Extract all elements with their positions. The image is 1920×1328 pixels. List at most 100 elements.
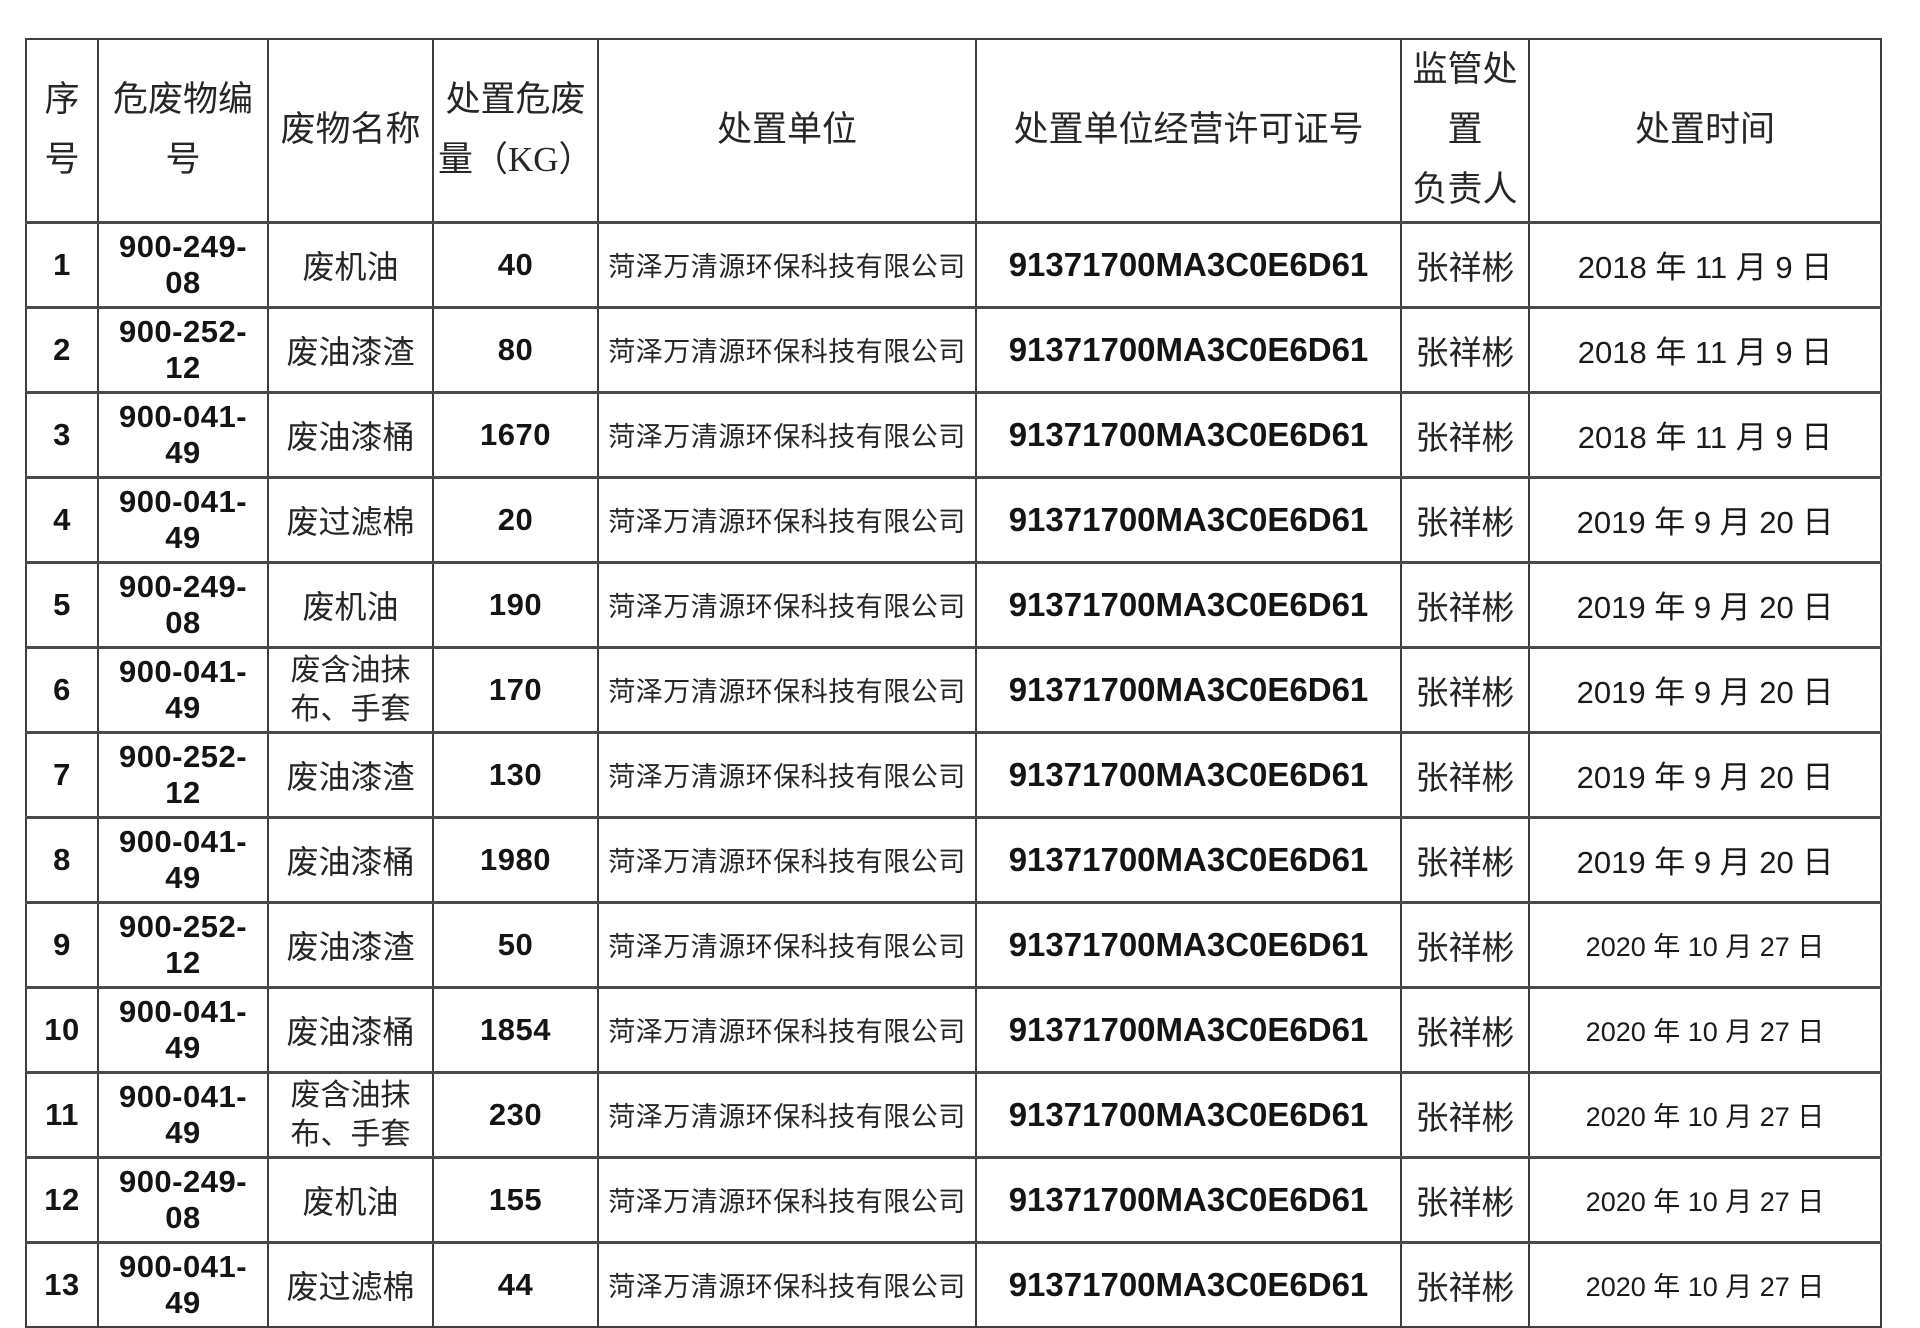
cell-supervisor: 张祥彬 <box>1400 475 1530 564</box>
cell-disposal-unit: 菏泽万清源环保科技有限公司 <box>597 815 977 904</box>
cell-disposal-unit: 菏泽万清源环保科技有限公司 <box>597 645 977 734</box>
cell-seq: 11 <box>25 1070 99 1159</box>
cell-waste-name: 废过滤棉 <box>267 1240 434 1328</box>
cell-waste-code: 900-041-49 <box>97 815 269 904</box>
cell-disposal-unit: 菏泽万清源环保科技有限公司 <box>597 900 977 989</box>
cell-seq: 5 <box>25 560 99 649</box>
cell-waste-code: 900-252-12 <box>97 305 269 394</box>
cell-waste-code: 900-252-12 <box>97 900 269 989</box>
cell-disposal-unit: 菏泽万清源环保科技有限公司 <box>597 1155 977 1244</box>
table-row: 6 900-041-49 废含油抹 布、手套 170 菏泽万清源环保科技有限公司… <box>25 645 1882 734</box>
cell-date: 2019 年 9 月 20 日 <box>1528 475 1882 564</box>
cell-license: 91371700MA3C0E6D61 <box>975 560 1402 649</box>
cell-disposal-unit: 菏泽万清源环保科技有限公司 <box>597 560 977 649</box>
cell-supervisor: 张祥彬 <box>1400 220 1530 309</box>
table-row: 12 900-249-08 废机油 155 菏泽万清源环保科技有限公司 9137… <box>25 1155 1882 1244</box>
cell-date: 2019 年 9 月 20 日 <box>1528 815 1882 904</box>
cell-waste-name: 废油漆桶 <box>267 390 434 479</box>
cell-waste-code: 900-041-49 <box>97 390 269 479</box>
cell-supervisor: 张祥彬 <box>1400 815 1530 904</box>
cell-seq: 6 <box>25 645 99 734</box>
cell-disposal-unit: 菏泽万清源环保科技有限公司 <box>597 1070 977 1159</box>
table-header: 序 号 危废物编 号 废物名称 处置危废 量（KG） 处置单位 处置单位经营许可… <box>25 37 1882 224</box>
cell-waste-code: 900-249-08 <box>97 220 269 309</box>
cell-seq: 12 <box>25 1155 99 1244</box>
table-row: 3 900-041-49 废油漆桶 1670 菏泽万清源环保科技有限公司 913… <box>25 390 1882 479</box>
cell-supervisor: 张祥彬 <box>1400 560 1530 649</box>
cell-date: 2020 年 10 月 27 日 <box>1528 1240 1882 1328</box>
cell-date: 2018 年 11 月 9 日 <box>1528 390 1882 479</box>
table-row: 4 900-041-49 废过滤棉 20 菏泽万清源环保科技有限公司 91371… <box>25 475 1882 564</box>
cell-supervisor: 张祥彬 <box>1400 985 1530 1074</box>
cell-date: 2019 年 9 月 20 日 <box>1528 730 1882 819</box>
cell-seq: 3 <box>25 390 99 479</box>
cell-waste-code: 900-041-49 <box>97 1070 269 1159</box>
cell-waste-name: 废油漆渣 <box>267 305 434 394</box>
cell-waste-code: 900-252-12 <box>97 730 269 819</box>
cell-supervisor: 张祥彬 <box>1400 730 1530 819</box>
cell-waste-code: 900-249-08 <box>97 1155 269 1244</box>
table-body: 1 900-249-08 废机油 40 菏泽万清源环保科技有限公司 913717… <box>25 220 1882 1328</box>
cell-seq: 7 <box>25 730 99 819</box>
cell-supervisor: 张祥彬 <box>1400 305 1530 394</box>
cell-license: 91371700MA3C0E6D61 <box>975 220 1402 309</box>
cell-license: 91371700MA3C0E6D61 <box>975 900 1402 989</box>
cell-license: 91371700MA3C0E6D61 <box>975 645 1402 734</box>
cell-date: 2019 年 9 月 20 日 <box>1528 560 1882 649</box>
document-page: 序 号 危废物编 号 废物名称 处置危废 量（KG） 处置单位 处置单位经营许可… <box>0 37 1920 1328</box>
cell-waste-name: 废机油 <box>267 1155 434 1244</box>
col-header-seq: 序 号 <box>25 37 99 224</box>
cell-amount: 170 <box>432 645 599 734</box>
cell-license: 91371700MA3C0E6D61 <box>975 1155 1402 1244</box>
cell-date: 2020 年 10 月 27 日 <box>1528 1155 1882 1244</box>
cell-waste-name: 废机油 <box>267 560 434 649</box>
cell-supervisor: 张祥彬 <box>1400 1240 1530 1328</box>
cell-amount: 1670 <box>432 390 599 479</box>
cell-disposal-unit: 菏泽万清源环保科技有限公司 <box>597 1240 977 1328</box>
cell-waste-name: 废过滤棉 <box>267 475 434 564</box>
cell-waste-code: 900-249-08 <box>97 560 269 649</box>
cell-license: 91371700MA3C0E6D61 <box>975 1070 1402 1159</box>
cell-license: 91371700MA3C0E6D61 <box>975 730 1402 819</box>
cell-waste-code: 900-041-49 <box>97 985 269 1074</box>
col-header-waste-code: 危废物编 号 <box>97 37 269 224</box>
cell-waste-name: 废油漆渣 <box>267 900 434 989</box>
cell-waste-code: 900-041-49 <box>97 1240 269 1328</box>
cell-date: 2020 年 10 月 27 日 <box>1528 900 1882 989</box>
cell-supervisor: 张祥彬 <box>1400 900 1530 989</box>
cell-waste-name: 废机油 <box>267 220 434 309</box>
cell-date: 2018 年 11 月 9 日 <box>1528 220 1882 309</box>
cell-amount: 50 <box>432 900 599 989</box>
cell-disposal-unit: 菏泽万清源环保科技有限公司 <box>597 305 977 394</box>
cell-seq: 10 <box>25 985 99 1074</box>
cell-seq: 9 <box>25 900 99 989</box>
cell-amount: 40 <box>432 220 599 309</box>
cell-seq: 4 <box>25 475 99 564</box>
cell-supervisor: 张祥彬 <box>1400 1070 1530 1159</box>
cell-disposal-unit: 菏泽万清源环保科技有限公司 <box>597 730 977 819</box>
cell-disposal-unit: 菏泽万清源环保科技有限公司 <box>597 220 977 309</box>
cell-license: 91371700MA3C0E6D61 <box>975 815 1402 904</box>
table-row: 5 900-249-08 废机油 190 菏泽万清源环保科技有限公司 91371… <box>25 560 1882 649</box>
cell-amount: 20 <box>432 475 599 564</box>
table-row: 11 900-041-49 废含油抹 布、手套 230 菏泽万清源环保科技有限公… <box>25 1070 1882 1159</box>
cell-waste-name: 废含油抹 布、手套 <box>267 1070 434 1159</box>
cell-seq: 8 <box>25 815 99 904</box>
cell-license: 91371700MA3C0E6D61 <box>975 1240 1402 1328</box>
cell-amount: 80 <box>432 305 599 394</box>
cell-license: 91371700MA3C0E6D61 <box>975 305 1402 394</box>
cell-license: 91371700MA3C0E6D61 <box>975 985 1402 1074</box>
cell-disposal-unit: 菏泽万清源环保科技有限公司 <box>597 985 977 1074</box>
table-row: 8 900-041-49 废油漆桶 1980 菏泽万清源环保科技有限公司 913… <box>25 815 1882 904</box>
cell-amount: 44 <box>432 1240 599 1328</box>
cell-amount: 130 <box>432 730 599 819</box>
table-row: 2 900-252-12 废油漆渣 80 菏泽万清源环保科技有限公司 91371… <box>25 305 1882 394</box>
cell-seq: 13 <box>25 1240 99 1328</box>
cell-supervisor: 张祥彬 <box>1400 1155 1530 1244</box>
cell-disposal-unit: 菏泽万清源环保科技有限公司 <box>597 390 977 479</box>
cell-date: 2019 年 9 月 20 日 <box>1528 645 1882 734</box>
table-row: 7 900-252-12 废油漆渣 130 菏泽万清源环保科技有限公司 9137… <box>25 730 1882 819</box>
cell-waste-name: 废油漆渣 <box>267 730 434 819</box>
cell-waste-code: 900-041-49 <box>97 475 269 564</box>
cell-supervisor: 张祥彬 <box>1400 390 1530 479</box>
